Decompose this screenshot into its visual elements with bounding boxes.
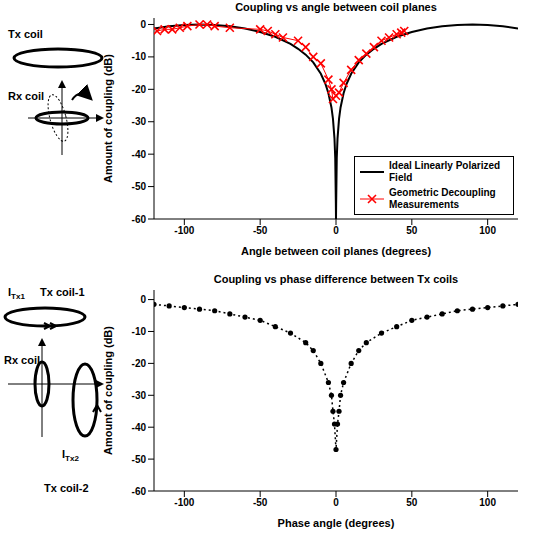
svg-text:-50: -50 bbox=[253, 225, 268, 236]
svg-text:-50: -50 bbox=[132, 181, 147, 192]
svg-text:Rx coil: Rx coil bbox=[8, 90, 44, 102]
svg-text:-40: -40 bbox=[132, 149, 147, 160]
svg-text:ITx1: ITx1 bbox=[8, 286, 25, 301]
svg-text:0: 0 bbox=[140, 19, 146, 30]
svg-text:-30: -30 bbox=[132, 116, 147, 127]
svg-text:-20: -20 bbox=[132, 84, 147, 95]
svg-text:Tx coil: Tx coil bbox=[8, 28, 43, 40]
svg-text:50: 50 bbox=[406, 497, 418, 508]
svg-text:-20: -20 bbox=[132, 358, 147, 369]
svg-text:0: 0 bbox=[140, 294, 146, 305]
svg-text:0: 0 bbox=[333, 225, 339, 236]
svg-text:-10: -10 bbox=[132, 51, 147, 62]
html-text:Coupling vs phase difference b: Coupling vs phase difference between Tx … bbox=[213, 273, 459, 285]
svg-text:Amount of coupling (dB): Amount of coupling (dB) bbox=[102, 54, 114, 183]
svg-text:100: 100 bbox=[479, 497, 496, 508]
svg-text:Tx coil-1: Tx coil-1 bbox=[40, 286, 85, 298]
svg-text:-100: -100 bbox=[174, 497, 194, 508]
svg-text:-100: -100 bbox=[174, 225, 194, 236]
svg-text:0: 0 bbox=[333, 497, 339, 508]
html-text:Geometric Decoupling Measureme: Geometric Decoupling Measurements bbox=[389, 187, 496, 210]
svg-text:-50: -50 bbox=[253, 497, 268, 508]
svg-text:Phase angle (degrees): Phase angle (degrees) bbox=[278, 517, 395, 529]
svg-text:-10: -10 bbox=[132, 326, 147, 337]
svg-text:-40: -40 bbox=[132, 422, 147, 433]
svg-text:100: 100 bbox=[479, 225, 496, 236]
html-text:Coupling vs angle between coil: Coupling vs angle between coil planes bbox=[235, 1, 437, 13]
html-text:Ideal Linearly Polarized Field: Ideal Linearly Polarized Field bbox=[389, 160, 501, 183]
svg-text:ITx2: ITx2 bbox=[62, 448, 79, 463]
svg-text:Amount of coupling (dB): Amount of coupling (dB) bbox=[102, 326, 114, 455]
svg-text:-60: -60 bbox=[132, 214, 147, 225]
svg-text:-50: -50 bbox=[132, 454, 147, 465]
svg-text:-30: -30 bbox=[132, 390, 147, 401]
svg-text:50: 50 bbox=[406, 225, 418, 236]
svg-text:-60: -60 bbox=[132, 486, 147, 497]
svg-text:Tx coil-2: Tx coil-2 bbox=[44, 482, 89, 494]
svg-text:Rx coil: Rx coil bbox=[4, 354, 40, 366]
svg-text:Angle between coil planes (deg: Angle between coil planes (degrees) bbox=[241, 245, 431, 257]
